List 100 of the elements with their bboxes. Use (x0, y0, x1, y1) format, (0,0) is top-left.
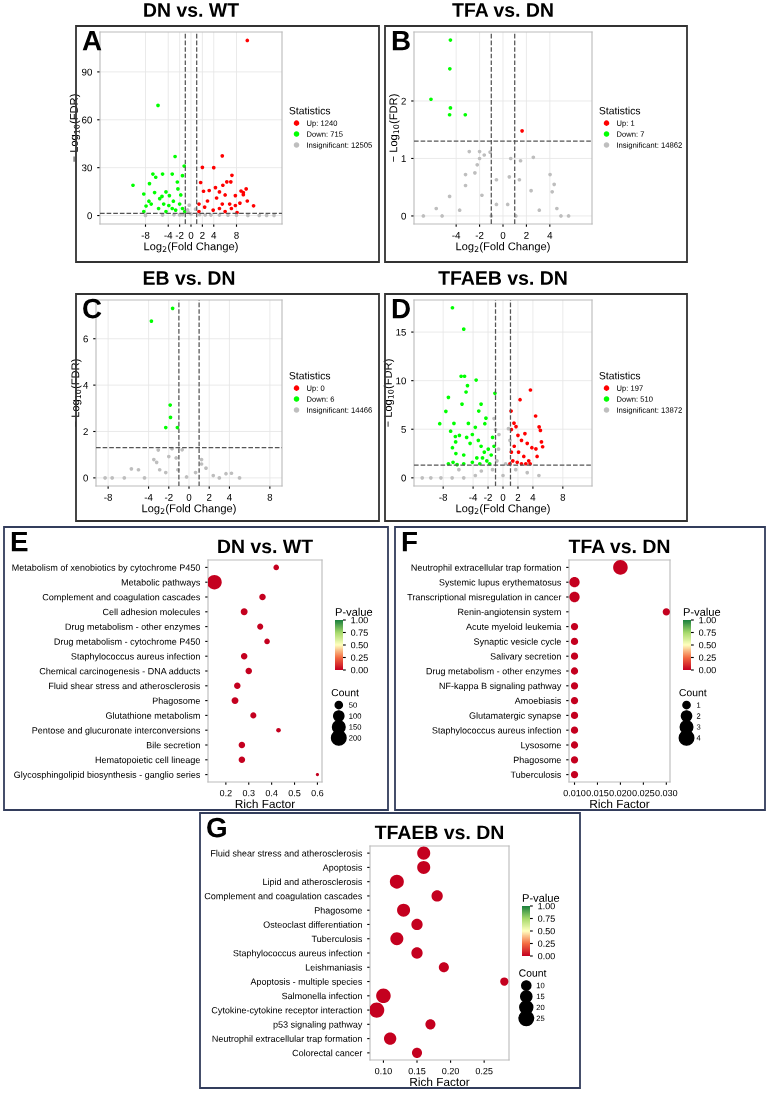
point (477, 461, 482, 466)
y-tick-label: Metabolism of xenobiotics by cytochrome P450 (12, 564, 201, 573)
chart-title: DN vs. WT (218, 539, 313, 554)
point (228, 180, 233, 184)
x-tick-label: 4 (226, 494, 232, 501)
point (516, 450, 521, 454)
point (122, 476, 127, 480)
point (463, 112, 468, 117)
point (447, 112, 452, 117)
point (176, 187, 180, 191)
point (525, 470, 530, 475)
x-axis-title: Rich Factor (590, 799, 650, 809)
point (513, 467, 518, 472)
x-tick-label: 0.5 (288, 789, 301, 797)
point (157, 196, 162, 201)
y-tick-label: Phagosome (152, 697, 200, 706)
point (470, 432, 475, 437)
point (539, 440, 544, 444)
point (512, 421, 516, 425)
y-tick-label: Tuberculosis (311, 935, 363, 943)
y-tick-label: Pentose and glucuronate interconversions (32, 726, 201, 736)
point (226, 213, 230, 218)
point (420, 476, 425, 480)
point (479, 402, 483, 406)
point (528, 388, 533, 392)
y-tick-label: Cytokine-cytokine receptor interaction (211, 1006, 362, 1016)
point (230, 173, 234, 178)
y-tick-label: Staphylococcus aureus infection (233, 949, 362, 959)
point (460, 402, 464, 406)
y-tick-label: 4 (83, 381, 89, 389)
point (156, 448, 161, 452)
point (537, 425, 541, 429)
point (459, 374, 463, 379)
point (147, 199, 151, 204)
y-tick-label: 5 (401, 426, 406, 433)
point (512, 444, 517, 449)
x-tick-label: 0.6 (311, 789, 324, 797)
point (534, 447, 538, 451)
x-tick-label: 0 (188, 231, 194, 239)
y-axis-title: − Log$_{10}$(FDR) (383, 359, 395, 427)
point (174, 456, 178, 460)
x-tick-label: 0.25 (475, 1067, 493, 1075)
x-tick-label: 0.030 (655, 789, 678, 797)
point (164, 190, 168, 194)
point (204, 466, 208, 470)
text: B (392, 31, 410, 51)
point (171, 199, 176, 204)
point (170, 206, 175, 211)
legend-title: Statistics (599, 106, 641, 115)
y-axis-title: − Log$_{10}$(FDR) (69, 94, 81, 162)
point (440, 214, 444, 218)
point (488, 150, 492, 154)
point (468, 441, 472, 446)
y-tick-label: Complement and coagulation cascades (42, 593, 201, 603)
point (237, 476, 242, 480)
x-tick-label: -4 (452, 232, 461, 239)
point (110, 476, 115, 480)
point (475, 162, 480, 167)
point (136, 467, 141, 472)
x-axis-title: Log$_{2}$(Fold Change) (142, 504, 236, 515)
point (486, 447, 491, 452)
text: G (207, 817, 226, 838)
y-tick-label: Cell adhesion molecules (102, 608, 201, 616)
color-bar-label: 1.00 (699, 616, 716, 624)
x-tick-label: -4 (164, 232, 173, 239)
point (177, 202, 182, 206)
point (473, 171, 477, 175)
point (217, 213, 222, 217)
point (201, 189, 206, 194)
point (175, 180, 180, 184)
point (521, 454, 526, 459)
color-bar-label: 0.25 (350, 654, 368, 661)
point (482, 153, 487, 157)
legend-title: Count (519, 969, 547, 977)
point (153, 175, 158, 180)
annotation: A (82, 31, 102, 51)
y-tick-label: 90 (82, 68, 92, 76)
point (421, 214, 426, 218)
point (496, 447, 501, 452)
point (515, 460, 520, 465)
point (467, 149, 472, 154)
point (157, 467, 162, 472)
y-tick-label: p53 signaling pathway (273, 1021, 363, 1030)
point (205, 199, 210, 203)
point (444, 409, 448, 414)
x-tick-label: 0.20 (442, 1067, 460, 1075)
point (203, 213, 208, 217)
point (428, 476, 433, 480)
y-tick-label: 0 (83, 474, 88, 482)
point (245, 199, 250, 203)
point (142, 476, 147, 480)
point (160, 172, 165, 176)
color-bar-label: 0.50 (350, 641, 368, 649)
point (451, 460, 455, 465)
point (479, 469, 484, 473)
point (151, 172, 155, 176)
point (437, 421, 442, 426)
y-tick-label: 2 (83, 428, 88, 436)
point (173, 154, 177, 159)
point (505, 202, 510, 207)
